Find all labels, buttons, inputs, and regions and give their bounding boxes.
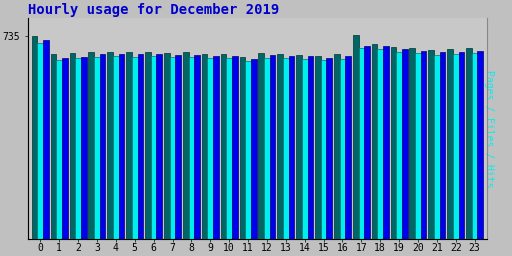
Bar [289, 56, 294, 239]
Bar [51, 55, 56, 239]
Bar [391, 47, 396, 239]
Bar [308, 56, 313, 239]
Bar [151, 56, 157, 239]
Bar [183, 52, 188, 239]
Bar [70, 53, 75, 239]
Bar [119, 54, 124, 239]
Bar [321, 60, 327, 239]
Bar [315, 56, 321, 239]
Bar [377, 49, 383, 239]
Y-axis label: Pages / Files / Hits: Pages / Files / Hits [484, 70, 494, 187]
Bar [302, 59, 308, 239]
Bar [264, 58, 270, 239]
Bar [202, 54, 207, 239]
Bar [421, 51, 426, 239]
Bar [434, 55, 440, 239]
Bar [232, 56, 238, 239]
Bar [383, 46, 389, 239]
Bar [402, 49, 408, 239]
Bar [37, 43, 43, 239]
Bar [113, 56, 119, 239]
Bar [32, 36, 37, 239]
Bar [56, 60, 62, 239]
Bar [410, 48, 415, 239]
Bar [213, 56, 219, 239]
Bar [89, 52, 94, 239]
Bar [334, 55, 339, 239]
Bar [138, 55, 143, 239]
Bar [194, 55, 200, 239]
Bar [62, 58, 68, 239]
Bar [447, 49, 453, 239]
Bar [396, 52, 402, 239]
Bar [339, 59, 345, 239]
Bar [145, 52, 151, 239]
Bar [75, 58, 81, 239]
Bar [353, 35, 358, 239]
Bar [108, 52, 113, 239]
Bar [453, 55, 459, 239]
Bar [358, 48, 364, 239]
Bar [175, 55, 181, 239]
Bar [472, 53, 478, 239]
Bar [259, 53, 264, 239]
Bar [415, 53, 421, 239]
Bar [164, 53, 169, 239]
Text: Hourly usage for December 2019: Hourly usage for December 2019 [28, 3, 279, 17]
Bar [440, 52, 445, 239]
Bar [278, 54, 283, 239]
Bar [240, 57, 245, 239]
Bar [100, 55, 105, 239]
Bar [81, 57, 87, 239]
Bar [364, 46, 370, 239]
Bar [459, 52, 464, 239]
Bar [345, 56, 351, 239]
Bar [466, 48, 472, 239]
Bar [157, 54, 162, 239]
Bar [372, 44, 377, 239]
Bar [245, 61, 251, 239]
Bar [221, 54, 226, 239]
Bar [478, 51, 483, 239]
Bar [207, 58, 213, 239]
Bar [251, 59, 257, 239]
Bar [188, 57, 194, 239]
Bar [296, 55, 302, 239]
Bar [283, 58, 289, 239]
Bar [94, 57, 100, 239]
Bar [132, 57, 138, 239]
Bar [169, 57, 175, 239]
Bar [327, 58, 332, 239]
Bar [429, 50, 434, 239]
Bar [226, 58, 232, 239]
Bar [43, 40, 49, 239]
Bar [126, 52, 132, 239]
Bar [270, 55, 275, 239]
